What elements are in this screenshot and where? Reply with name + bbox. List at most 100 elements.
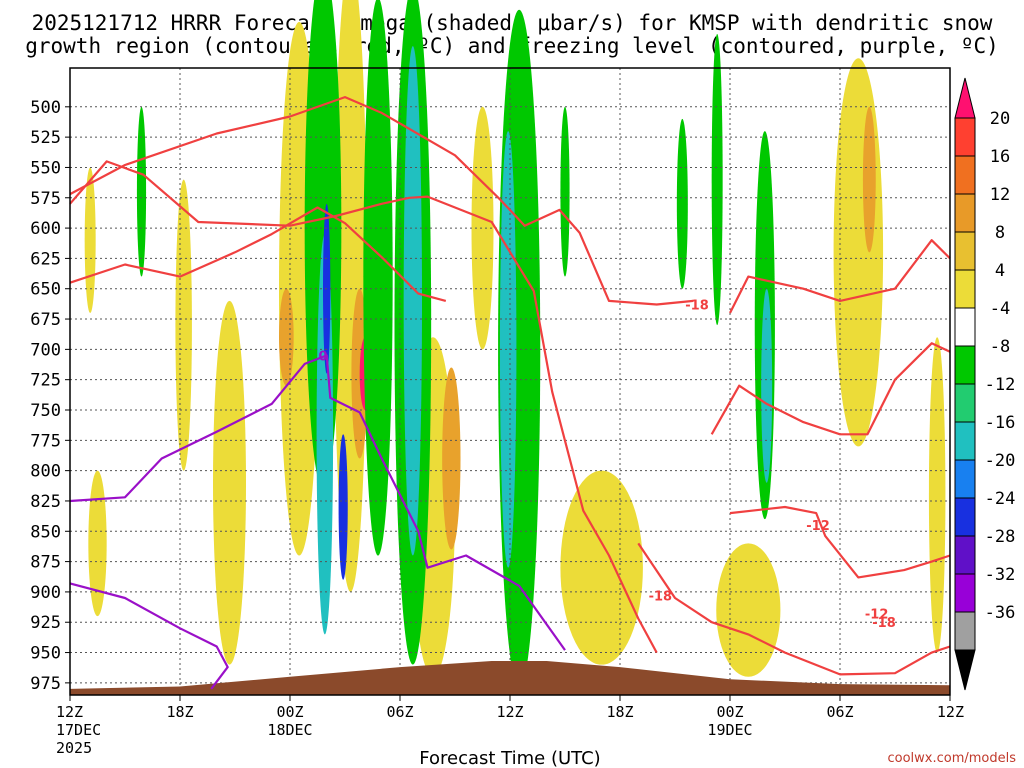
colorbar-label: -4	[990, 299, 1010, 319]
credit-text: coolwx.com/models	[887, 751, 1016, 766]
omega-cell	[499, 131, 517, 568]
freezing-level-contour-label: 0	[318, 349, 327, 364]
omega-cell	[88, 470, 107, 617]
plot-area: -12-18-18-12-180	[69, 0, 951, 696]
x-tick-year: 2025	[56, 739, 92, 757]
y-tick-label: 800	[30, 462, 61, 482]
y-tick-label: 750	[30, 401, 61, 421]
x-tick-label: 12Z	[937, 703, 964, 721]
colorbar-label: -32	[985, 565, 1016, 585]
y-tick-label: 775	[30, 431, 61, 451]
x-tick-date: 18DEC	[267, 721, 312, 739]
x-tick-label: 12Z	[496, 703, 523, 721]
omega-cell	[84, 167, 96, 313]
colorbar-segment	[954, 497, 976, 537]
snow-growth-contour-label: -18	[649, 590, 673, 605]
x-tick-label: 18Z	[606, 703, 633, 721]
y-tick-label: 725	[30, 371, 61, 391]
colorbar-top-triangle	[954, 77, 976, 119]
x-tick-label: 18Z	[166, 703, 193, 721]
colorbar-segment	[954, 459, 976, 499]
snow-growth-contour-label: -18	[685, 298, 709, 313]
terrain	[70, 661, 950, 695]
snow-growth-contour-label: -18	[872, 616, 896, 631]
snow-growth-contour	[69, 206, 447, 302]
omega-cell	[403, 46, 423, 556]
colorbar-label: -24	[985, 489, 1016, 509]
colorbar-segment	[954, 117, 976, 157]
y-tick-label: 550	[30, 158, 61, 178]
colorbar-label: -28	[985, 527, 1016, 547]
omega-cell	[213, 300, 246, 665]
freezing-level-contour	[69, 354, 566, 651]
y-tick-label: 900	[30, 583, 61, 603]
y-tick-label: 600	[30, 219, 61, 239]
omega-cell	[676, 118, 688, 289]
omega-cell	[136, 106, 147, 277]
y-tick-label: 625	[30, 249, 61, 269]
colorbar-label: 4	[995, 261, 1005, 281]
y-axis: 500 525 550 575 600 625 650 675 700 725 750 775 800 8…	[30, 98, 70, 694]
omega-cell	[175, 179, 192, 471]
snow-growth-contour-label: -12	[865, 608, 889, 623]
x-tick-label: 06Z	[386, 703, 413, 721]
omega-cell	[761, 288, 773, 483]
terrain-surface	[70, 661, 950, 695]
colorbar-segment	[954, 193, 976, 233]
colorbar-label: -16	[985, 413, 1016, 433]
snow-growth-contour	[710, 342, 951, 436]
colorbar-segment	[954, 421, 976, 461]
y-tick-label: 500	[30, 98, 61, 118]
gridlines	[69, 68, 951, 695]
x-tick-label: 00Z	[276, 703, 303, 721]
freezing-level-contour	[69, 582, 229, 690]
colorbar-bottom-triangle	[954, 649, 976, 691]
colorbar: 20 16 12 8 4 -4 -8 -12 -16 -20 -24 -28 -32 -36	[954, 77, 1016, 691]
snow-growth-contour	[69, 160, 658, 654]
y-tick-label: 650	[30, 280, 61, 300]
contours: -12-18-18-12-180	[69, 96, 951, 690]
omega-cell	[442, 367, 461, 550]
omega-cell	[928, 337, 946, 653]
omega-shading	[84, 0, 946, 689]
y-tick-label: 925	[30, 613, 61, 633]
colorbar-segment	[954, 345, 976, 385]
omega-cell	[471, 106, 494, 350]
omega-cell	[363, 0, 393, 556]
snow-growth-contour	[729, 239, 951, 314]
colorbar-segment	[954, 269, 976, 309]
colorbar-segment	[954, 307, 976, 347]
omega-cell	[711, 34, 723, 326]
colorbar-label: -20	[985, 451, 1016, 471]
omega-cell	[560, 106, 570, 277]
y-tick-label: 850	[30, 522, 61, 542]
colorbar-label: -8	[990, 337, 1010, 357]
colorbar-segment	[954, 611, 976, 651]
omega-cell	[716, 543, 781, 677]
colorbar-label: 20	[990, 109, 1010, 129]
colorbar-segment	[954, 573, 976, 613]
y-tick-label: 525	[30, 128, 61, 148]
omega-cell	[833, 58, 884, 447]
y-tick-label: 950	[30, 644, 61, 664]
colorbar-segment	[954, 231, 976, 271]
colorbar-label: 16	[990, 147, 1010, 167]
y-tick-label: 825	[30, 492, 61, 512]
snow-growth-contour-label: -12	[806, 519, 830, 534]
colorbar-label: -36	[985, 603, 1016, 623]
colorbar-label: -12	[985, 375, 1016, 395]
x-tick-label: 06Z	[826, 703, 853, 721]
y-tick-label: 975	[30, 674, 61, 694]
omega-cell	[862, 106, 876, 253]
y-tick-label: 675	[30, 310, 61, 330]
y-tick-label: 575	[30, 189, 61, 209]
omega-cell	[279, 288, 294, 386]
colorbar-segment	[954, 535, 976, 575]
colorbar-label: 12	[990, 185, 1010, 205]
omega-cell	[338, 434, 348, 580]
omega-cell	[560, 470, 643, 665]
x-tick-date: 17DEC	[56, 721, 101, 739]
snow-growth-contour	[69, 96, 694, 306]
y-tick-label: 875	[30, 553, 61, 573]
